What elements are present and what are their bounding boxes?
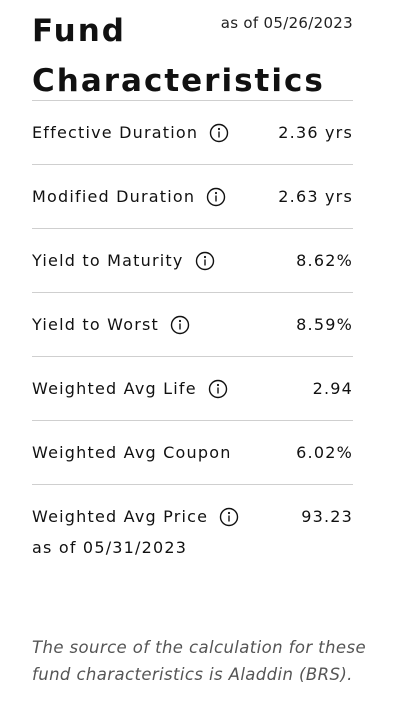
table-row: Yield to Worst 8.59%	[32, 292, 353, 356]
characteristics-table: Effective Duration 2.36 yrs Modified Dur…	[32, 100, 353, 580]
row-value: 93.23	[301, 507, 353, 526]
row-value: 2.36 yrs	[278, 123, 353, 142]
table-row: Modified Duration 2.63 yrs	[32, 164, 353, 228]
info-icon[interactable]	[209, 123, 229, 143]
footnote: The source of the calculation for these …	[32, 638, 367, 684]
table-row: Weighted Avg Price 93.23 as of 05/31/202…	[32, 484, 353, 580]
table-row: Weighted Avg Coupon 6.02%	[32, 420, 353, 484]
row-value: 2.63 yrs	[278, 187, 353, 206]
row-label: Yield to Maturity	[32, 251, 184, 270]
row-label: Effective Duration	[32, 123, 199, 142]
as-of-date: as of 05/26/2023	[220, 14, 353, 32]
row-label: Yield to Worst	[32, 315, 159, 334]
row-note: as of 05/31/2023	[32, 538, 188, 557]
row-label: Weighted Avg Price	[32, 507, 209, 526]
row-value: 8.59%	[296, 315, 353, 334]
row-label: Weighted Avg Coupon	[32, 443, 232, 462]
row-value: 8.62%	[296, 251, 353, 270]
table-row: Yield to Maturity 8.62%	[32, 228, 353, 292]
row-value: 2.94	[312, 379, 353, 398]
info-icon[interactable]	[208, 379, 228, 399]
row-value: 6.02%	[296, 443, 353, 462]
panel-title: Fund Characteristics	[32, 13, 325, 99]
info-icon[interactable]	[219, 507, 239, 527]
row-label: Weighted Avg Life	[32, 379, 197, 398]
info-icon[interactable]	[195, 251, 215, 271]
info-icon[interactable]	[206, 187, 226, 207]
table-row: Effective Duration 2.36 yrs	[32, 100, 353, 164]
table-row: Weighted Avg Life 2.94	[32, 356, 353, 420]
info-icon[interactable]	[170, 315, 190, 335]
row-label: Modified Duration	[32, 187, 196, 206]
